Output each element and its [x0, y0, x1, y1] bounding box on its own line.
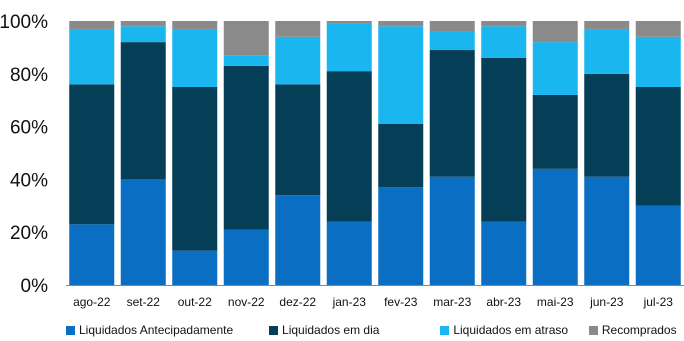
- chart-legend: Liquidados Antecipadamente Liquidados em…: [66, 322, 678, 338]
- bar-segment: [326, 23, 372, 72]
- legend-label: Recomprados: [601, 323, 677, 337]
- bar-segment: [378, 187, 424, 285]
- bar-segment: [378, 21, 424, 27]
- bar-segment: [481, 57, 527, 222]
- bar-segment: [223, 229, 269, 285]
- bar-segment: [69, 21, 115, 29]
- bar-segment: [429, 50, 475, 177]
- bar-segment: [172, 250, 218, 285]
- legend-item-em-atraso: Liquidados em atraso: [440, 323, 589, 337]
- bar-segment: [120, 42, 166, 180]
- x-tick-label: jun-23: [589, 295, 624, 309]
- bar-segment: [275, 21, 321, 37]
- y-tick-label: 40%: [10, 170, 48, 191]
- x-tick-label: nov-22: [228, 295, 265, 309]
- legend-swatch: [269, 325, 279, 335]
- bar-segment: [69, 224, 115, 285]
- bar-segment: [481, 221, 527, 285]
- bar-segment: [120, 179, 166, 285]
- legend-label: Liquidados em dia: [282, 323, 380, 337]
- bar-segment: [429, 31, 475, 51]
- bar-segment: [481, 26, 527, 58]
- legend-label: Liquidados Antecipadamente: [79, 323, 234, 337]
- bar-segment: [223, 21, 269, 56]
- bar-segment: [532, 168, 578, 285]
- y-tick-label: 60%: [10, 118, 48, 139]
- x-tick-label: set-22: [127, 295, 161, 309]
- bar-segment: [326, 71, 372, 222]
- bar-segment: [584, 176, 630, 285]
- bar-segment: [481, 21, 527, 27]
- bar-segment: [584, 21, 630, 29]
- bar-segment: [635, 21, 681, 37]
- x-tick-label: ago-22: [73, 295, 111, 309]
- y-tick-label: 0%: [21, 276, 49, 297]
- bar-segment: [635, 36, 681, 87]
- bar-segment: [223, 55, 269, 66]
- bar-segment: [120, 21, 166, 27]
- bar-segment: [172, 28, 218, 88]
- x-tick-label: fev-23: [384, 295, 418, 309]
- bars-group: [69, 21, 681, 285]
- bar-segment: [429, 21, 475, 32]
- x-tick-label: dez-22: [279, 295, 316, 309]
- bar-segment: [635, 87, 681, 206]
- x-tick-label: abr-23: [486, 295, 521, 309]
- x-tick-label: mar-23: [433, 295, 471, 309]
- y-tick-label: 100%: [0, 12, 48, 33]
- bar-segment: [378, 26, 424, 124]
- y-tick-label: 80%: [10, 65, 48, 86]
- bar-segment: [635, 205, 681, 285]
- x-tick-label: jul-23: [643, 295, 674, 309]
- legend-item-em-dia: Liquidados em dia: [269, 323, 440, 337]
- bar-segment: [584, 73, 630, 177]
- legend-item-recomprados: Recomprados: [588, 323, 678, 337]
- bar-segment: [172, 87, 218, 251]
- legend-item-antecipadamente: Liquidados Antecipadamente: [66, 323, 269, 337]
- bar-segment: [532, 42, 578, 95]
- x-tick-label: out-22: [178, 295, 212, 309]
- bar-segment: [532, 21, 578, 43]
- bar-segment: [275, 36, 321, 85]
- bar-segment: [275, 195, 321, 285]
- bar-segment: [275, 84, 321, 196]
- bar-segment: [532, 94, 578, 169]
- legend-swatch: [588, 325, 598, 335]
- x-tick-label: jan-23: [332, 295, 367, 309]
- bar-segment: [584, 28, 630, 74]
- bar-segment: [429, 176, 475, 285]
- bar-segment: [326, 221, 372, 285]
- legend-swatch: [440, 325, 450, 335]
- bar-segment: [223, 65, 269, 230]
- bar-segment: [326, 21, 372, 24]
- x-tick-label: mai-23: [537, 295, 574, 309]
- bar-segment: [69, 84, 115, 225]
- y-tick-label: 20%: [10, 223, 48, 244]
- bar-segment: [172, 21, 218, 29]
- y-axis-ticks: 0% 20% 40% 60% 80% 100%: [0, 12, 48, 297]
- bar-segment: [378, 123, 424, 188]
- bar-segment: [69, 28, 115, 85]
- x-axis-labels: ago-22 set-22 out-22 nov-22 dez-22 jan-23 fev-…: [73, 295, 673, 309]
- legend-label: Liquidados em atraso: [453, 323, 569, 337]
- bar-segment: [120, 26, 166, 43]
- legend-swatch: [66, 325, 75, 335]
